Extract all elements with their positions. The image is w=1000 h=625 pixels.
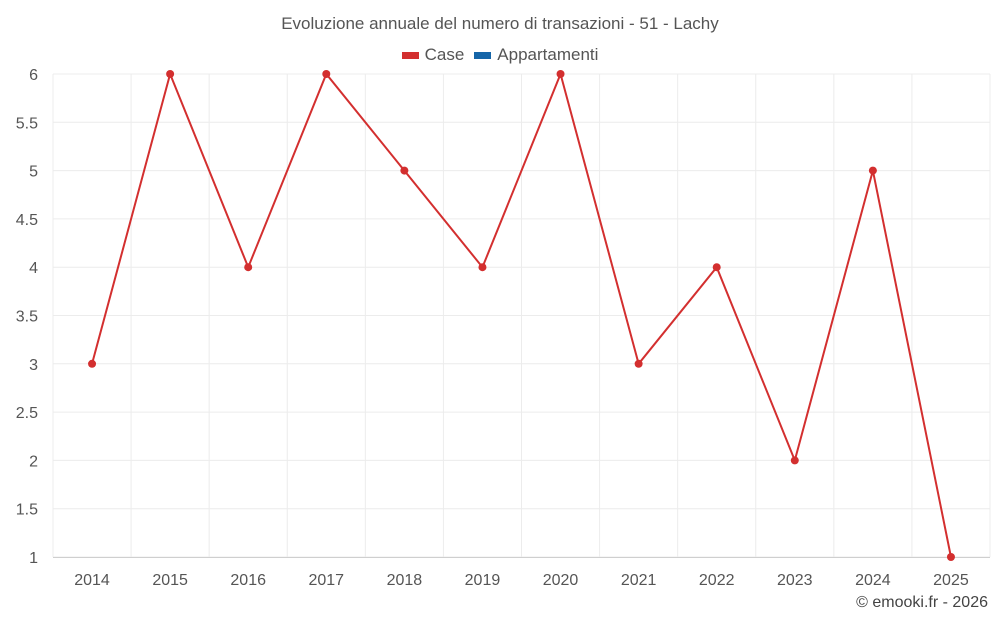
data-point-2016 xyxy=(244,263,253,272)
x-tick-label: 2014 xyxy=(74,572,110,589)
data-point-2022 xyxy=(712,263,721,272)
data-point-2024 xyxy=(868,166,877,175)
y-tick-label: 6 xyxy=(29,67,38,84)
data-point-2021 xyxy=(634,359,643,368)
x-tick-label: 2022 xyxy=(699,572,735,589)
x-tick-label: 2015 xyxy=(152,572,188,589)
chart-title: Evoluzione annuale del numero di transaz… xyxy=(281,14,719,33)
y-tick-label: 3 xyxy=(29,357,38,374)
chart-legend: Case Appartamenti xyxy=(0,45,1000,65)
data-point-2025 xyxy=(946,553,955,561)
credit-text: © emooki.fr - 2026 xyxy=(856,594,988,611)
y-tick-label: 2.5 xyxy=(16,405,38,422)
legend-item-appartamenti[interactable]: Appartamenti xyxy=(474,45,598,65)
y-tick-label: 4.5 xyxy=(16,212,38,229)
legend-item-case[interactable]: Case xyxy=(401,45,465,65)
series-line-case xyxy=(91,70,952,558)
data-point-2015 xyxy=(166,70,175,78)
legend-swatch-appartamenti xyxy=(474,51,492,59)
legend-label-appartamenti: Appartamenti xyxy=(497,45,599,64)
y-tick-label: 1.5 xyxy=(16,502,38,519)
y-tick-label: 1 xyxy=(29,550,38,567)
x-tick-label: 2019 xyxy=(465,572,501,589)
x-tick-label: 2024 xyxy=(855,572,891,589)
data-point-2023 xyxy=(790,456,799,465)
y-tick-label: 3.5 xyxy=(16,309,38,326)
x-tick-label: 2020 xyxy=(543,572,579,589)
x-tick-label: 2016 xyxy=(230,572,266,589)
x-tick-label: 2025 xyxy=(933,572,969,589)
data-point-2014 xyxy=(88,359,97,368)
legend-label-case: Case xyxy=(424,45,465,64)
y-tick-label: 2 xyxy=(29,453,38,470)
y-tick-label: 4 xyxy=(29,260,38,277)
data-point-2019 xyxy=(478,263,487,272)
x-tick-label: 2021 xyxy=(621,572,657,589)
data-point-2020 xyxy=(556,70,565,78)
y-tick-label: 5.5 xyxy=(16,115,38,132)
data-point-2018 xyxy=(400,166,409,175)
x-tick-label: 2017 xyxy=(308,572,344,589)
data-point-2017 xyxy=(322,70,331,78)
legend-swatch-case xyxy=(401,51,419,59)
x-tick-label: 2023 xyxy=(777,572,813,589)
y-tick-label: 5 xyxy=(29,164,38,181)
x-tick-label: 2018 xyxy=(387,572,423,589)
